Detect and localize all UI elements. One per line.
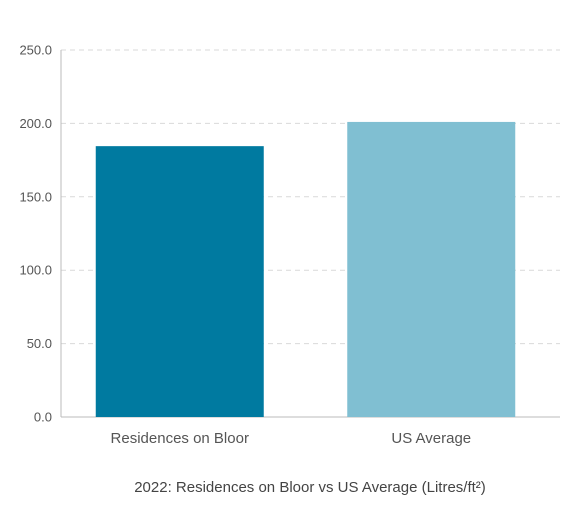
y-tick-label: 200.0 (19, 116, 52, 131)
y-axis-ticks: 0.0 50.0 100.0 150.0 200.0 250.0 (19, 43, 52, 425)
bars (95, 121, 516, 418)
bar-us-average (347, 121, 516, 417)
x-category-label: US Average (391, 430, 471, 447)
bar-residences-on-bloor (95, 146, 264, 418)
y-tick-label: 50.0 (27, 336, 52, 351)
chart-title: 2022: Residences on Bloor vs US Average … (134, 479, 486, 496)
y-tick-label: 250.0 (19, 43, 52, 58)
x-category-label: Residences on Bloor (111, 430, 249, 447)
x-axis-categories: Residences on Bloor US Average (111, 430, 472, 447)
y-tick-label: 0.0 (34, 410, 52, 425)
y-tick-label: 100.0 (19, 263, 52, 278)
y-tick-label: 150.0 (19, 189, 52, 204)
